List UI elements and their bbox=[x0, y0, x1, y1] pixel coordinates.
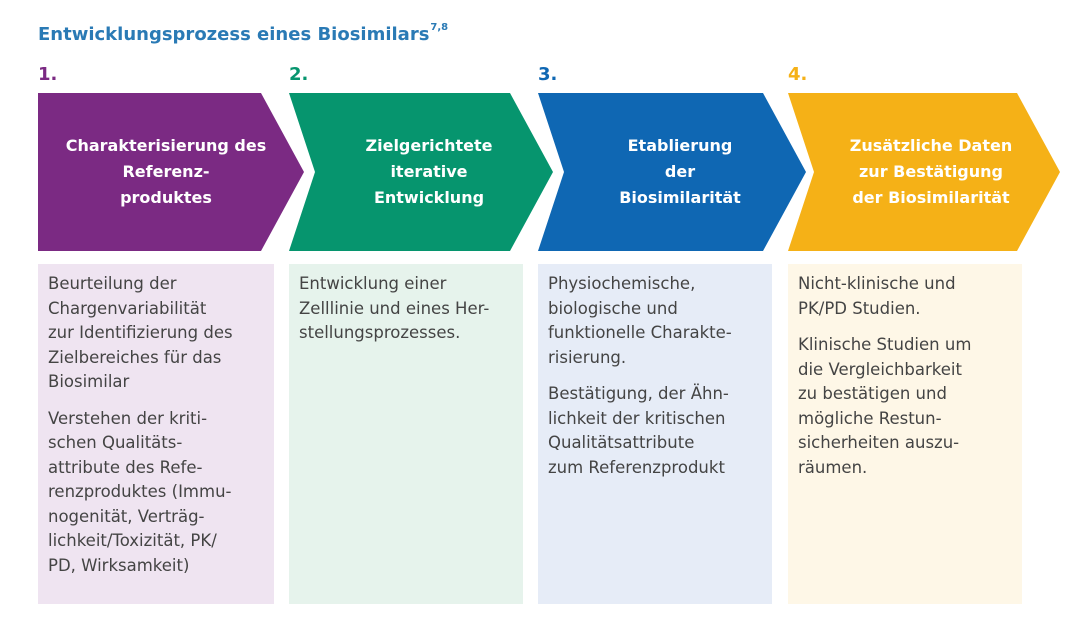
step-box-4: Nicht-klinische und PK/PD Studien. Klini… bbox=[788, 264, 1022, 604]
step-arrow-3: Etablierung der Biosimilarität bbox=[538, 93, 806, 251]
step-number-4: 4. bbox=[788, 64, 808, 85]
step-number-1: 1. bbox=[38, 64, 58, 85]
step-label-3: Etablierung der Biosimilarität bbox=[619, 136, 741, 207]
step-arrow-shape-1 bbox=[38, 93, 304, 251]
title-text: Entwicklungsprozess eines Biosimilars bbox=[38, 24, 430, 45]
step-1-paragraph-2: Verstehen der kriti- schen Qualitäts- at… bbox=[48, 408, 232, 575]
step-3-paragraph-1: Physiochemische, biologische und funktio… bbox=[548, 274, 732, 367]
step-box-2: Entwicklung einer Zelllinie und eines He… bbox=[289, 264, 523, 604]
step-1-paragraph-1: Beurteilung der Chargenvariabilität zur … bbox=[48, 274, 233, 391]
step-box-1: Beurteilung der Chargenvariabilität zur … bbox=[38, 264, 274, 604]
step-label-2: Zielgerichtete iterative Entwicklung bbox=[365, 136, 493, 207]
step-3-paragraph-2: Bestätigung, der Ähn- lichkeit der kriti… bbox=[548, 384, 729, 477]
step-label-1: Charakterisierung des Referenz- produkte… bbox=[65, 136, 267, 207]
step-number-3: 3. bbox=[538, 64, 558, 85]
step-arrow-shape-2 bbox=[289, 93, 553, 251]
title-superscript: 7,8 bbox=[430, 22, 449, 33]
step-arrow-4: Zusätzliche Daten zur Bestätigung der Bi… bbox=[788, 93, 1060, 251]
step-2-paragraph-1: Entwicklung einer Zelllinie und eines He… bbox=[299, 274, 490, 342]
step-4-paragraph-1: Nicht-klinische und PK/PD Studien. bbox=[798, 274, 956, 318]
step-arrow-1: Charakterisierung des Referenz- produkte… bbox=[38, 93, 304, 251]
step-number-2: 2. bbox=[289, 64, 309, 85]
step-box-3: Physiochemische, biologische und funktio… bbox=[538, 264, 772, 604]
step-arrow-shape-4 bbox=[788, 93, 1060, 251]
step-arrow-2: Zielgerichtete iterative Entwicklung bbox=[289, 93, 553, 251]
page-title: Entwicklungsprozess eines Biosimilars7,8 bbox=[38, 22, 449, 45]
step-4-paragraph-2: Klinische Studien um die Vergleichbarkei… bbox=[798, 335, 972, 477]
step-arrow-shape-3 bbox=[538, 93, 806, 251]
step-label-4: Zusätzliche Daten zur Bestätigung der Bi… bbox=[849, 136, 1013, 207]
